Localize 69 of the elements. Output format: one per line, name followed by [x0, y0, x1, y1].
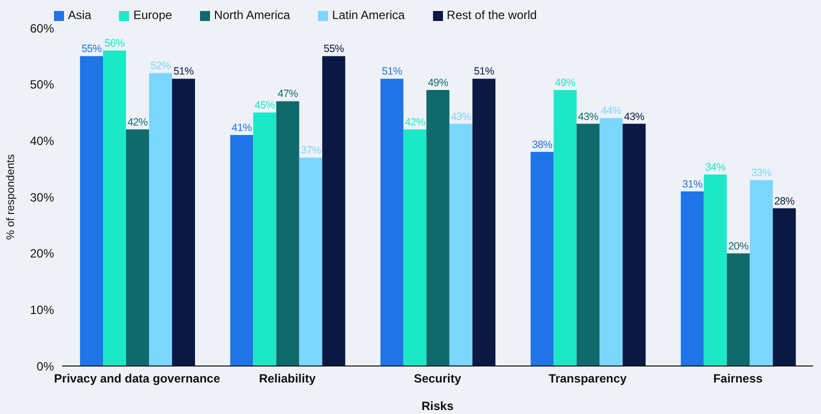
data-label: 43% — [578, 110, 598, 123]
x-tick-label: Security — [414, 372, 462, 386]
data-label: 51% — [173, 66, 194, 78]
legend-label: Rest of the world — [446, 8, 537, 22]
data-label: 20% — [728, 240, 748, 252]
x-tick-label: Reliability — [258, 372, 316, 386]
y-axis-title: % of respondents — [4, 154, 17, 240]
y-tick-label: 60% — [30, 21, 54, 36]
x-tick-label: Transparency — [548, 372, 628, 386]
data-label: 52% — [150, 60, 171, 72]
data-label: 51% — [474, 66, 494, 78]
x-axis-title: Risks — [421, 399, 454, 413]
data-label: 42% — [127, 116, 148, 128]
bar — [403, 129, 426, 366]
bar — [103, 50, 126, 366]
data-label: 43% — [624, 110, 644, 123]
data-label: 33% — [751, 167, 772, 180]
bar — [600, 118, 623, 366]
bar — [680, 191, 704, 366]
y-tick-label: 40% — [30, 134, 54, 148]
data-label: 34% — [705, 161, 726, 174]
data-label: 51% — [382, 66, 402, 78]
bar — [704, 174, 727, 366]
bar — [472, 78, 496, 366]
data-label: 49% — [428, 76, 448, 89]
data-label: 31% — [682, 178, 702, 190]
bar — [230, 135, 254, 366]
legend-label: Latin America — [332, 8, 405, 22]
bar — [772, 208, 796, 366]
data-label: 56% — [104, 38, 125, 50]
legend-label: North America — [214, 8, 290, 22]
data-label: 37% — [300, 144, 321, 157]
bar — [530, 152, 554, 366]
bar — [576, 124, 600, 366]
data-label: 55% — [324, 43, 344, 56]
bar — [299, 158, 322, 366]
data-label: 41% — [232, 122, 252, 134]
x-tick-label: Privacy and data governance — [54, 372, 220, 386]
bar — [149, 73, 172, 366]
data-label: 44% — [601, 105, 622, 118]
bar — [622, 124, 646, 366]
bar — [126, 129, 150, 366]
y-tick-label: 0% — [36, 359, 54, 374]
bar — [380, 78, 404, 366]
bar — [750, 180, 773, 366]
legend-label: Asia — [68, 8, 92, 22]
data-label: 42% — [404, 116, 425, 128]
y-tick-label: 50% — [30, 78, 54, 92]
bar — [449, 124, 472, 366]
bar — [276, 101, 300, 366]
bar — [172, 78, 196, 366]
data-label: 43% — [450, 110, 471, 123]
bar — [253, 112, 276, 366]
data-label: 45% — [254, 100, 275, 112]
legend-label: Europe — [133, 8, 172, 22]
bar — [726, 253, 750, 366]
data-label: 49% — [555, 76, 576, 89]
data-label: 47% — [278, 88, 298, 100]
x-tick-label: Fairness — [713, 372, 763, 386]
bar — [322, 56, 346, 366]
y-tick-label: 20% — [30, 246, 54, 261]
data-label: 28% — [774, 195, 794, 208]
bar — [426, 90, 450, 366]
y-tick-label: 30% — [30, 190, 54, 204]
y-tick-label: 10% — [30, 302, 54, 317]
bar — [554, 90, 577, 366]
bar — [80, 56, 104, 366]
data-label: 38% — [532, 138, 552, 151]
data-label: 55% — [81, 43, 102, 56]
